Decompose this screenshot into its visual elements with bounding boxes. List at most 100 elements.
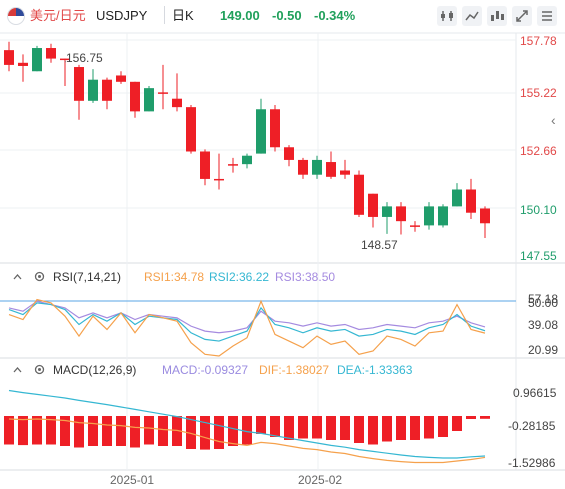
candle-body [4,50,14,65]
dea-line [8,389,486,459]
price-tick-5: 147.55 [520,249,557,263]
price-tick-1: 157.78 [520,34,557,48]
candle-body [116,75,126,82]
rsi-tick-3: 39.08 [528,318,559,332]
macd-bar [60,416,70,446]
candle-body [256,109,266,154]
macd-bar [452,416,462,431]
candle-body [466,189,476,213]
macd-bar [326,416,336,440]
indicator-settings-icon[interactable] [34,271,45,282]
macd-tick-1: 0.96615 [513,386,557,400]
macd-settings-icon[interactable] [34,364,45,375]
macd-label: MACD(12,26,9) [53,363,137,377]
macd-bar [298,416,308,439]
candle-body [130,81,140,112]
macd-lines [8,389,486,464]
collapse-macd-icon[interactable] [12,364,23,375]
rsi2-line [8,302,486,342]
expand-panel-icon[interactable]: ‹ [551,112,556,128]
settings-button[interactable] [537,6,557,26]
macd-bar [144,416,154,445]
macd-bar [214,416,224,449]
rsi-lines [8,298,486,357]
macd-bar [396,416,406,440]
macd-bar [32,416,42,445]
draw-button[interactable] [487,6,507,26]
candle-body [102,79,112,101]
candle-body [424,206,434,226]
candle-body [158,92,168,94]
candle-body [326,162,336,177]
macd-bar [102,416,112,446]
price-tick-2: 155.22 [520,86,557,100]
candle-body [480,208,490,224]
fullscreen-icon [516,10,528,22]
candle-body [382,206,392,217]
rsi-tick-1: 57.18 [528,292,559,306]
macd-bar [382,416,392,442]
x-tick-jan: 2025-01 [110,473,155,487]
gridlines [0,32,565,471]
rsi1-value: RSI1:34.78 [144,270,205,284]
macd-histogram [4,416,490,450]
currency-flag-icon [7,7,25,25]
fullscreen-button[interactable] [512,6,532,26]
macd-bar [74,416,84,448]
macd-bar [438,416,448,437]
candle-body [284,147,294,160]
compare-button[interactable] [437,6,457,26]
candle-body [452,189,462,207]
macd-bar [130,416,140,448]
settings-icon [542,11,552,21]
candle-body [88,79,98,101]
macd-tick-3: -1.52986 [508,456,556,470]
candle-body [172,98,182,108]
candle-body [312,159,322,175]
rsi1-line [8,298,486,357]
price-change-pct: -0.34% [314,8,356,23]
candle-body [242,155,252,165]
rsi-label: RSI(7,14,21) [53,270,122,284]
candles [4,41,490,239]
candle-body [200,151,210,179]
macd-bar [368,416,378,445]
indicator-button[interactable] [462,6,482,26]
macd-bar [228,416,238,446]
compare-icon [441,11,453,21]
price-tick-4: 150.10 [520,203,557,217]
rsi-tick-2: 50.00 [528,296,559,310]
instrument-name[interactable]: 美元/日元 [30,8,86,23]
candle-body [18,62,28,66]
candle-body [438,206,448,226]
last-price: 149.00 [220,8,260,23]
macd-bar [466,416,476,419]
dea-value: DEA:-1.33363 [337,363,413,377]
macd-bar [270,416,280,437]
rsi3-value: RSI3:38.50 [275,270,336,284]
macd-bar [4,416,14,445]
instrument-symbol[interactable]: USDJPY [96,8,148,23]
collapse-indicator-icon[interactable] [12,271,23,282]
candle-body [298,159,308,175]
x-tick-feb: 2025-02 [298,473,343,487]
macd-bar [88,416,98,446]
macd-bar [116,416,126,446]
macd-bar [410,416,420,440]
indicator-icon [465,11,479,21]
candle-body [60,58,70,61]
candle-body [270,109,280,148]
macd-bar [256,416,266,434]
macd-bar [242,416,252,445]
timeframe-selector[interactable]: 日K [172,8,194,23]
rsi2-value: RSI2:36.22 [209,270,270,284]
high-price-label: 156.75 [66,51,103,65]
dif-value: DIF:-1.38027 [259,363,330,377]
toolbar: 美元/日元 USDJPY 日K 149.00 -0.50 -0.34% [0,0,565,33]
macd-bar [340,416,350,440]
dif-line [8,418,486,464]
macd-bar [18,416,28,446]
candle-body [368,193,378,217]
rsi3-line [8,300,486,334]
